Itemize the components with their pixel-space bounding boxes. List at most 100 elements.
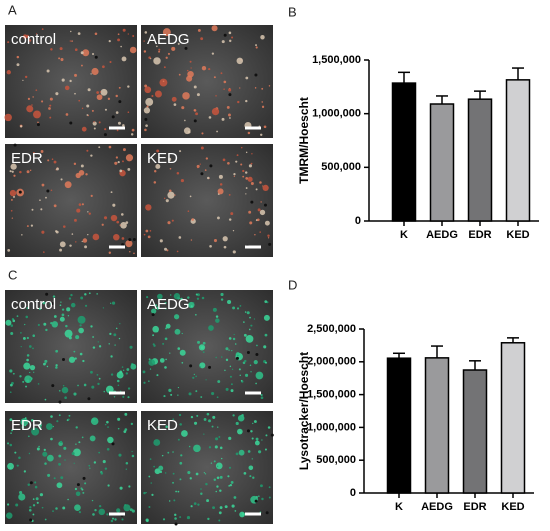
cell-speck bbox=[75, 443, 77, 445]
cell-speck bbox=[208, 116, 212, 119]
cell-speck bbox=[199, 163, 201, 165]
cell-speck bbox=[34, 481, 37, 484]
cell-speck bbox=[217, 216, 220, 220]
dark-speck bbox=[265, 511, 269, 515]
cell-speck bbox=[232, 230, 235, 232]
cell-speck bbox=[218, 511, 222, 515]
cell-speck bbox=[81, 436, 84, 439]
cell-speck bbox=[107, 484, 110, 487]
cell-speck bbox=[258, 125, 260, 127]
cell-speck bbox=[193, 373, 195, 376]
cell-speck bbox=[268, 85, 271, 87]
cell-speck bbox=[108, 343, 110, 345]
cell-speck bbox=[159, 239, 163, 243]
cell-speck bbox=[198, 344, 206, 351]
cell-speck bbox=[263, 314, 270, 321]
cell-speck bbox=[125, 221, 129, 224]
cell-speck bbox=[215, 318, 220, 323]
cell-speck bbox=[186, 75, 193, 82]
cell-speck bbox=[261, 439, 263, 441]
cell-speck bbox=[251, 437, 254, 440]
cell-speck bbox=[173, 293, 181, 300]
cell-speck bbox=[106, 513, 109, 516]
cell-speck bbox=[165, 323, 171, 329]
cell-speck bbox=[250, 182, 254, 186]
cell-speck bbox=[245, 76, 249, 80]
cell-speck bbox=[253, 360, 258, 365]
cell-speck bbox=[239, 511, 245, 518]
image-label: AEDG bbox=[147, 296, 190, 313]
cell-speck bbox=[53, 204, 57, 208]
cell-speck bbox=[219, 506, 223, 510]
cell-speck bbox=[58, 389, 61, 392]
dark-speck bbox=[58, 400, 62, 404]
cell-speck bbox=[187, 69, 189, 72]
cell-speck bbox=[177, 42, 180, 45]
micrograph bbox=[141, 144, 273, 257]
cell-speck bbox=[69, 79, 72, 83]
cell-speck bbox=[215, 315, 219, 318]
cell-speck bbox=[56, 167, 59, 171]
dark-speck bbox=[209, 164, 213, 168]
cell-speck bbox=[260, 35, 265, 40]
cell-speck bbox=[46, 365, 49, 368]
dark-speck bbox=[250, 200, 254, 204]
cell-speck bbox=[148, 56, 151, 59]
cell-speck bbox=[225, 347, 229, 351]
cell-speck bbox=[18, 456, 21, 459]
cell-speck bbox=[92, 121, 97, 126]
cell-speck bbox=[42, 451, 48, 457]
cell-speck bbox=[26, 225, 29, 227]
dark-speck bbox=[121, 243, 125, 247]
cell-speck bbox=[253, 318, 256, 320]
cell-speck bbox=[245, 193, 247, 195]
cell-speck bbox=[207, 517, 210, 521]
cell-speck bbox=[98, 345, 102, 348]
dark-speck bbox=[82, 476, 86, 480]
cell-speck bbox=[228, 436, 232, 440]
cell-speck bbox=[125, 462, 129, 465]
x-tick-label: AEDG bbox=[421, 501, 453, 513]
cell-speck bbox=[143, 491, 146, 495]
cell-speck bbox=[44, 462, 47, 465]
cell-speck bbox=[68, 297, 72, 300]
cell-speck bbox=[164, 247, 168, 251]
cell-speck bbox=[81, 203, 84, 206]
cell-speck bbox=[87, 88, 91, 92]
cell-speck bbox=[97, 382, 100, 386]
y-axis-label: Lysotracker/Hoescht bbox=[297, 352, 311, 470]
cell-speck bbox=[228, 349, 230, 351]
cell-speck bbox=[214, 445, 218, 449]
cell-speck bbox=[158, 50, 161, 53]
cell-speck bbox=[71, 40, 73, 42]
cell-speck bbox=[208, 419, 211, 423]
cell-speck bbox=[78, 203, 82, 206]
cell-speck bbox=[212, 307, 217, 312]
cell-speck bbox=[180, 179, 184, 183]
image-label: KED bbox=[147, 150, 178, 167]
cell-speck bbox=[104, 128, 107, 131]
cell-speck bbox=[24, 417, 27, 419]
cell-speck bbox=[98, 377, 101, 380]
cell-speck bbox=[97, 341, 99, 343]
cell-speck bbox=[56, 482, 63, 489]
cell-speck bbox=[203, 418, 207, 421]
cell-speck bbox=[10, 198, 13, 201]
cell-speck bbox=[178, 73, 181, 76]
cell-speck bbox=[248, 465, 254, 471]
cell-speck bbox=[55, 92, 59, 96]
cell-speck bbox=[230, 389, 234, 393]
cell-speck bbox=[144, 86, 152, 94]
cell-speck bbox=[201, 66, 207, 71]
cell-speck bbox=[26, 358, 29, 362]
cell-speck bbox=[44, 398, 47, 401]
cell-speck bbox=[201, 296, 205, 300]
cell-speck bbox=[197, 503, 200, 506]
cell-speck bbox=[107, 426, 109, 428]
cell-speck bbox=[215, 95, 217, 97]
cell-speck bbox=[92, 233, 100, 241]
cell-speck bbox=[222, 236, 228, 242]
cell-speck bbox=[110, 373, 114, 376]
cell-speck bbox=[208, 67, 211, 71]
cell-speck bbox=[206, 499, 210, 502]
